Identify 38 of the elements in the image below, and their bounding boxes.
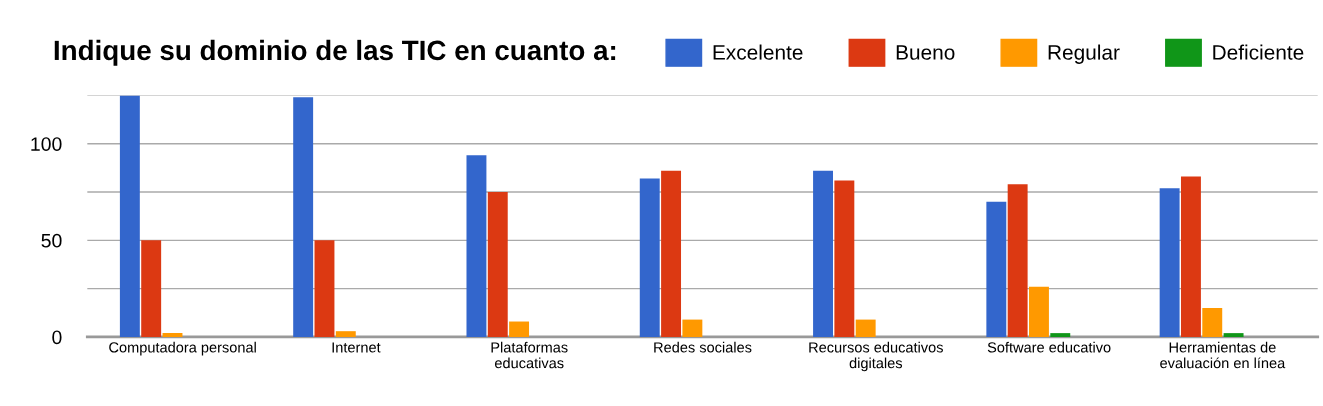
bar xyxy=(119,95,140,337)
x-tick-label: Internet xyxy=(332,342,381,353)
legend-label: Regular xyxy=(1048,44,1120,64)
bar xyxy=(509,321,530,337)
bar xyxy=(1029,286,1049,337)
y-tick-label: 50 xyxy=(41,233,62,248)
bar xyxy=(162,333,183,337)
x-tick-label: Recursos educativos digitales xyxy=(809,341,943,372)
y-tick-label: 100 xyxy=(31,137,62,151)
legend-label: Bueno xyxy=(896,45,955,60)
legend-label: Excelente xyxy=(713,44,803,60)
bar xyxy=(141,240,162,337)
bar xyxy=(855,319,876,337)
bar xyxy=(1007,184,1028,337)
bar xyxy=(682,319,703,337)
bar xyxy=(986,201,1007,337)
x-tick-label: Herramientas de evaluación en línea xyxy=(1160,341,1286,369)
bar xyxy=(834,180,855,337)
y-tick-label: 0 xyxy=(52,330,62,345)
bar xyxy=(1223,333,1244,337)
bar xyxy=(813,170,833,337)
bar xyxy=(639,178,660,337)
chart-title: Indique su dominio de las TIC en cuanto a: xyxy=(54,39,616,66)
legend-label: Deficiente xyxy=(1213,44,1304,60)
bar xyxy=(1159,188,1180,337)
bar xyxy=(487,192,508,337)
bar xyxy=(335,331,356,337)
bar xyxy=(1050,333,1071,337)
x-tick-label: Redes sociales xyxy=(654,341,752,353)
bar xyxy=(314,240,335,337)
x-tick-label: Computadora personal xyxy=(109,341,256,356)
bar xyxy=(1202,307,1223,337)
bar xyxy=(1180,176,1201,337)
bar xyxy=(293,97,314,337)
x-tick-label: Plataformas educativas xyxy=(491,341,568,369)
x-tick-label: Software educativo xyxy=(987,341,1111,353)
bar xyxy=(661,170,682,337)
bar xyxy=(466,155,487,337)
